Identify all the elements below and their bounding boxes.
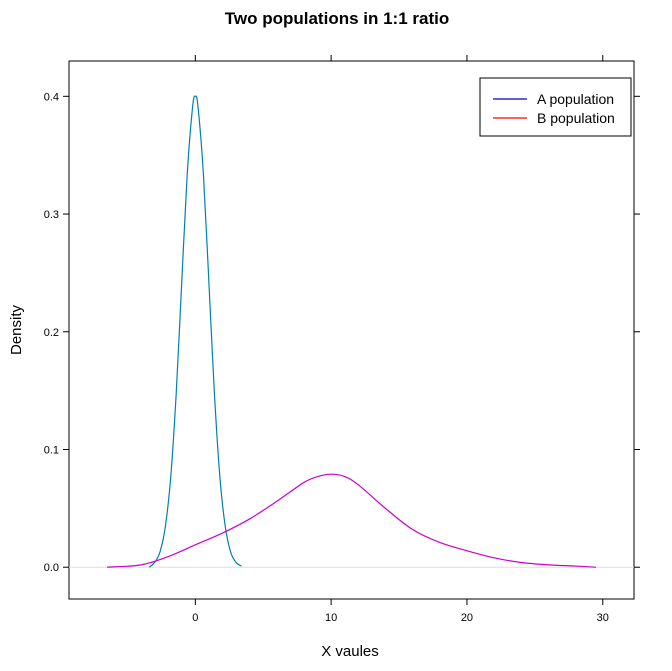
y-tick-label: 0.3 xyxy=(44,209,59,221)
series-line-a xyxy=(148,95,242,568)
x-tick-label: 30 xyxy=(597,612,609,624)
chart-title: Two populations in 1:1 ratio xyxy=(225,9,449,28)
x-tick-label: 0 xyxy=(192,612,198,624)
y-tick-label: 0.0 xyxy=(44,562,59,574)
legend-label-a: A population xyxy=(537,91,614,107)
y-tick-label: 0.2 xyxy=(44,327,59,339)
x-axis-label: X vaules xyxy=(321,643,379,660)
series-line-b xyxy=(106,473,597,568)
axis-ticks: 0 10 20 30 0.0 0.1 0.2 0.3 0.4 xyxy=(44,55,640,624)
legend-label-b: B population xyxy=(537,110,615,126)
x-tick-label: 10 xyxy=(325,612,337,624)
y-tick-label: 0.4 xyxy=(44,91,59,103)
legend-box xyxy=(479,77,632,137)
plot-frame xyxy=(68,60,635,600)
series-layer xyxy=(106,95,597,568)
y-tick-label: 0.1 xyxy=(44,444,59,456)
x-tick-label: 20 xyxy=(461,612,473,624)
legend: A population B population xyxy=(479,77,632,137)
y-axis-label: Density xyxy=(8,304,25,355)
